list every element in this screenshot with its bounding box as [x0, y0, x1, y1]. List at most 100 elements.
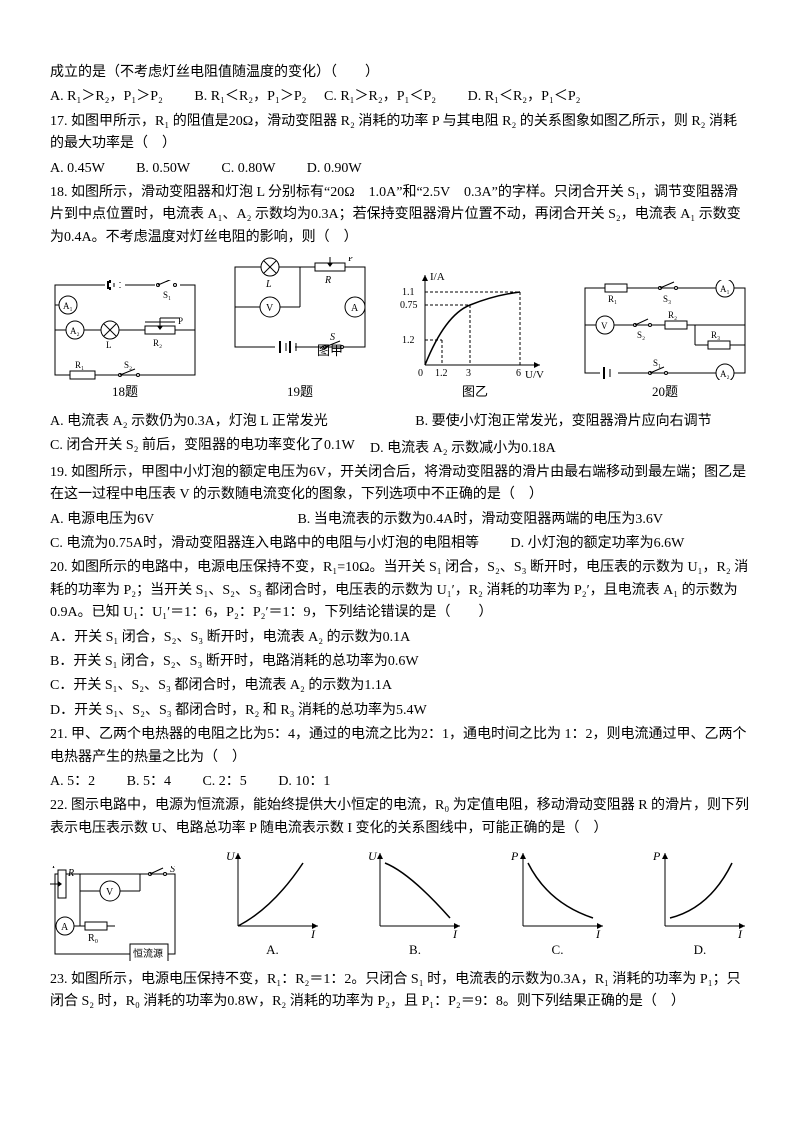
- svg-text:R₁: R₁: [75, 360, 84, 370]
- q18-stem: 18. 如图所示，滑动变阻器和灯泡 L 分别标有“20Ω 1.0A”和“2.5V…: [50, 182, 750, 249]
- svg-text:A₁: A₁: [720, 284, 730, 294]
- q20-optC: C．开关 S₁、S₂、S₃ 都闭合时，电流表 A₂ 的示数为1.1A: [50, 675, 750, 697]
- svg-text:1.1: 1.1: [402, 287, 415, 298]
- fig-yi-label: 图乙: [462, 382, 488, 403]
- q23-stem: 23. 如图所示，电源电压保持不变，R₁：R₂＝1：2。只闭合 S₁ 时，电流表…: [50, 969, 750, 1014]
- svg-text:U: U: [226, 849, 236, 863]
- fig22A-label: A.: [266, 940, 279, 961]
- q20-optB: B．开关 S₁ 闭合，S₂、S₃ 断开时，电路消耗的总功率为0.6W: [50, 651, 750, 673]
- svg-text:R₃: R₃: [711, 330, 720, 340]
- svg-text:P: P: [178, 316, 183, 326]
- svg-text:A₂: A₂: [720, 369, 730, 379]
- fig-22D: P I D.: [650, 848, 750, 961]
- q20-optD: D．开关 S₁、S₂、S₃ 都闭合时，R₂ 和 R₃ 消耗的总功率为5.4W: [50, 700, 750, 722]
- svg-text:A₂: A₂: [70, 326, 80, 336]
- svg-text:I: I: [310, 927, 316, 938]
- svg-text:P: P: [348, 257, 353, 263]
- svg-text:S₁: S₁: [163, 290, 171, 300]
- svg-text:P: P: [652, 849, 661, 863]
- q18-optA: A. 电流表 A₂ 示数仍为0.3A，灯泡 L 正常发光: [50, 414, 328, 429]
- q19-stem: 19. 如图所示，甲图中小灯泡的额定电压为6V，开关闭合后，将滑动变阻器的滑片由…: [50, 462, 750, 507]
- q21-optB: B. 5：4: [127, 774, 171, 789]
- fig-19-yi: I/A U/V 1.1 0.75 1.2 0 1.2 3 6 图乙: [400, 270, 550, 403]
- svg-text:A: A: [61, 922, 69, 933]
- q20-stem: 20. 如图所示的电路中，电源电压保持不变，R₁=10Ω。当开关 S₁ 闭合，S…: [50, 557, 750, 624]
- graph-xlabel: U/V: [525, 369, 544, 380]
- svg-text:L: L: [106, 340, 112, 350]
- svg-text:S₂: S₂: [637, 330, 645, 340]
- figure-row-1: S₁ A₁ A₂ L R₂ P R₁ S₂ 18题: [50, 257, 750, 403]
- svg-text:0: 0: [418, 368, 423, 379]
- q16-optB: B. R₁＜R₂，P₁＞P₂: [194, 89, 306, 104]
- fig19-jia-label: 图甲: [317, 341, 343, 362]
- fig-19-jia: L P R V A S 图甲 19题: [230, 257, 370, 403]
- svg-text:S: S: [170, 866, 175, 875]
- svg-text:P: P: [510, 849, 519, 863]
- q16-optC: C. R₁＞R₂，P₁＜P₂: [324, 89, 436, 104]
- fig-22-circuit: PR V S A R₀ 恒流源: [50, 866, 180, 961]
- svg-text:R₂: R₂: [153, 338, 162, 348]
- fig-22C: P I C.: [508, 848, 608, 961]
- q20-optA: A．开关 S₁ 闭合，S₂、S₃ 断开时，电流表 A₂ 的示数为0.1A: [50, 627, 750, 649]
- svg-text:A: A: [351, 303, 359, 314]
- fig-20: R₁ S₃ A₁ V S₂ R₂ R₃ S₁ A₂ 20题: [580, 280, 750, 403]
- q19-optB: B. 当电流表的示数为0.4A时，滑动变阻器两端的电压为3.6V: [297, 512, 663, 527]
- q17-optB: B. 0.50W: [136, 161, 190, 176]
- fig20-label: 20题: [652, 382, 678, 403]
- svg-text:I: I: [452, 927, 458, 938]
- fig19-label: 19题: [287, 382, 313, 403]
- svg-text:S₁: S₁: [653, 358, 661, 368]
- q17-options: A. 0.45W B. 0.50W C. 0.80W D. 0.90W: [50, 158, 750, 180]
- q21-optD: D. 10：1: [278, 774, 330, 789]
- q19-optA: A. 电源电压为6V: [50, 512, 154, 527]
- q17-stem: 17. 如图甲所示，R₁ 的阻值是20Ω，滑动变阻器 R₂ 消耗的功率 P 与其…: [50, 111, 750, 156]
- q19-row1: A. 电源电压为6V B. 当电流表的示数为0.4A时，滑动变阻器两端的电压为3…: [50, 509, 750, 531]
- graph-ylabel: I/A: [430, 271, 445, 283]
- svg-text:R₁: R₁: [608, 294, 617, 304]
- q17-optC: C. 0.80W: [221, 161, 275, 176]
- fig18-label: 18题: [112, 382, 138, 403]
- fig22D-label: D.: [694, 940, 707, 961]
- q16-optA: A. R₁＞R₂，P₁＞P₂: [50, 89, 163, 104]
- svg-text:R₀: R₀: [88, 933, 99, 944]
- q19-optC: C. 电流为0.75A时，滑动变阻器连入电路中的电阻与小灯泡的电阻相等: [50, 536, 479, 551]
- fig-22A: U I A.: [223, 848, 323, 961]
- svg-text:L: L: [265, 279, 272, 290]
- svg-text:6: 6: [516, 368, 521, 379]
- q19-optD: D. 小灯泡的额定功率为6.6W: [510, 536, 684, 551]
- q19-row2: C. 电流为0.75A时，滑动变阻器连入电路中的电阻与小灯泡的电阻相等 D. 小…: [50, 533, 750, 555]
- q16-stem-cont: 成立的是（不考虑灯丝电阻值随温度的变化）（ ）: [50, 62, 750, 84]
- q18-optB: B. 要使小灯泡正常发光，变阻器滑片应向右调节: [415, 414, 711, 429]
- fig22B-label: B.: [409, 940, 421, 961]
- svg-text:1.2: 1.2: [402, 335, 415, 346]
- svg-text:P: P: [52, 866, 57, 870]
- q21-stem: 21. 甲、乙两个电热器的电阻之比为5：4，通过的电流之比为2：1，通电时间之比…: [50, 724, 750, 769]
- svg-text:1.2: 1.2: [435, 368, 448, 379]
- svg-text:I: I: [737, 927, 743, 938]
- q16-options: A. R₁＞R₂，P₁＞P₂ B. R₁＜R₂，P₁＞P₂ C. R₁＞R₂，P…: [50, 86, 750, 108]
- svg-text:S₂: S₂: [124, 360, 132, 370]
- svg-text:恒流源: 恒流源: [133, 947, 163, 960]
- q18-row1: A. 电流表 A₂ 示数仍为0.3A，灯泡 L 正常发光 B. 要使小灯泡正常发…: [50, 411, 750, 433]
- q17-optD: D. 0.90W: [307, 161, 362, 176]
- svg-text:3: 3: [466, 368, 471, 379]
- q18-optD: D. 电流表 A₂ 示数减小为0.18A: [370, 438, 750, 460]
- svg-text:A₁: A₁: [63, 301, 73, 311]
- svg-text:V: V: [601, 321, 608, 331]
- q22-stem: 22. 图示电路中，电源为恒流源，能始终提供大小恒定的电流，R₀ 为定值电阻，移…: [50, 795, 750, 840]
- svg-text:R: R: [324, 275, 331, 286]
- q21-options: A. 5：2 B. 5：4 C. 2：5 D. 10：1: [50, 771, 750, 793]
- svg-text:I: I: [595, 927, 601, 938]
- fig-18: S₁ A₁ A₂ L R₂ P R₁ S₂ 18题: [50, 280, 200, 403]
- svg-text:R₂: R₂: [668, 310, 677, 320]
- svg-text:V: V: [106, 887, 114, 898]
- svg-text:0.75: 0.75: [400, 300, 418, 311]
- svg-text:V: V: [266, 303, 274, 314]
- q17-optA: A. 0.45W: [50, 161, 105, 176]
- figure-row-2: PR V S A R₀ 恒流源 U I A.: [50, 848, 750, 961]
- q21-optC: C. 2：5: [202, 774, 246, 789]
- q16-optD: D. R₁＜R₂，P₁＜P₂: [468, 89, 581, 104]
- svg-text:U: U: [368, 849, 378, 863]
- fig-22B: U I B.: [365, 848, 465, 961]
- q21-optA: A. 5：2: [50, 774, 95, 789]
